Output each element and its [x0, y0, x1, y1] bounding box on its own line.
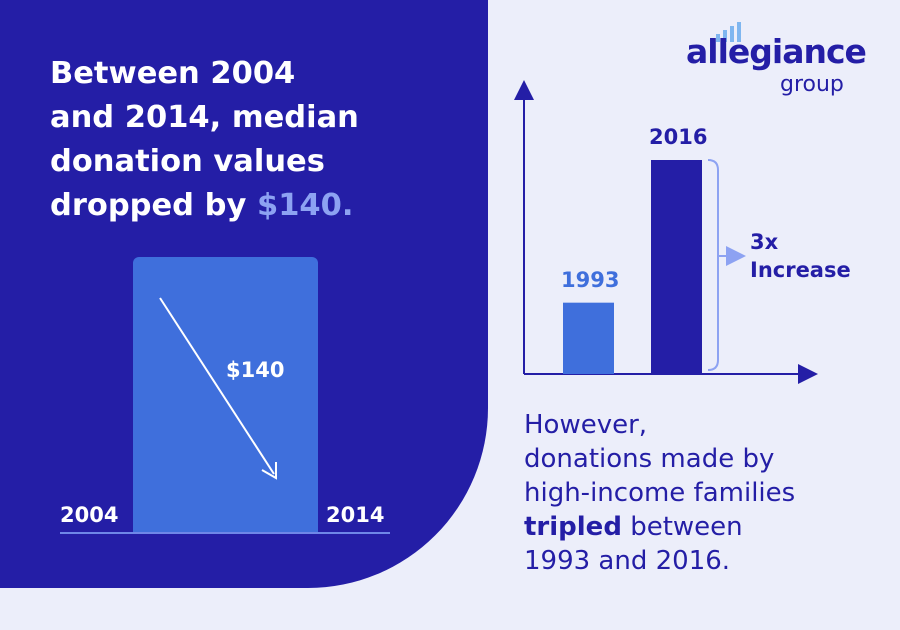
caption-line-4: tripled between [524, 510, 884, 544]
increase-bracket [707, 159, 719, 371]
headline-line-2: and 2014, median [50, 100, 359, 135]
drop-annotation: $140 [226, 358, 285, 382]
headline-line-3: donation values [50, 144, 325, 179]
tick-label-2014: 2014 [326, 503, 385, 527]
headline: Between 2004 and 2014, median donation v… [50, 52, 470, 228]
headline-line-4-text: dropped by [50, 188, 257, 223]
tick-label-1993: 1993 [561, 267, 620, 292]
tick-label-2004: 2004 [60, 503, 119, 527]
increase-annotation-line-1: 3x [750, 230, 779, 254]
logo-word: allegiance [686, 32, 867, 71]
logo-sub: group [780, 72, 844, 97]
caption-line-4-rest: between [621, 512, 743, 542]
bar-1993 [563, 302, 614, 374]
logo: allegiance group [686, 22, 886, 102]
caption-line-5: 1993 and 2016. [524, 546, 731, 576]
caption-bold-word: tripled [524, 512, 622, 542]
headline-line-4: dropped by $140. [50, 184, 470, 228]
headline-line-1: Between 2004 [50, 56, 296, 91]
caption: However, donations made by high-income f… [524, 408, 884, 578]
caption-line-2: donations made by [524, 444, 775, 474]
bar-2016 [651, 160, 702, 374]
caption-line-1: However, [524, 410, 648, 440]
caption-line-3: high-income families [524, 478, 796, 508]
tick-label-2016: 2016 [649, 125, 708, 149]
headline-accent-amount: $140. [256, 188, 354, 223]
drop-chart-baseline [60, 532, 390, 534]
increase-annotation-line-2: Increase [750, 258, 851, 282]
signal-bars-icon [716, 22, 741, 42]
increase-annotation: 3x Increase [750, 228, 890, 284]
